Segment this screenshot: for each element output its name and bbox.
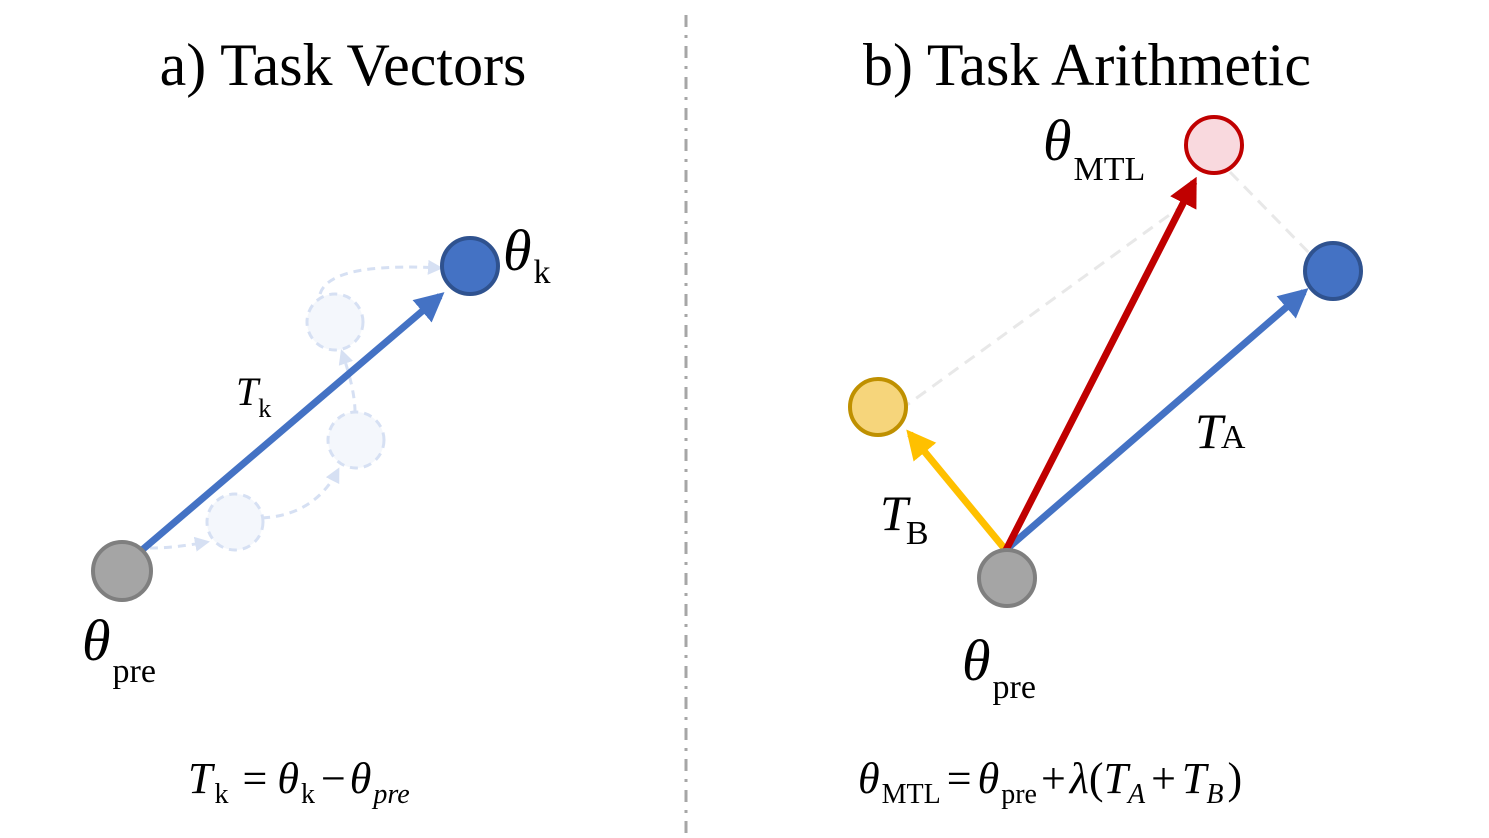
panel-a-title: a) Task Vectors: [160, 32, 527, 98]
vector-tk-label: Tk: [236, 369, 271, 423]
vector-tb-arrow: [906, 429, 1007, 551]
ghost-node: [326, 410, 386, 470]
ghost-path: [338, 349, 357, 413]
theta-pre-node-b: [977, 548, 1037, 608]
ghost-node: [305, 292, 365, 352]
equation-a: Tk = θk −θpre: [188, 754, 410, 810]
equation-b: θMTL = θpre+λ(TA + TB): [858, 754, 1242, 810]
vector-ta-label: TA: [1195, 403, 1246, 459]
vector-ta-arrow: [1005, 288, 1309, 551]
ghost-node: [205, 492, 265, 552]
ghost-path: [149, 536, 210, 552]
theta-pre-label-a: θpre: [82, 608, 156, 690]
ghost-trajectory: [149, 259, 443, 552]
theta-b-node: [848, 377, 908, 437]
theta-k-label: θk: [503, 218, 551, 291]
theta-k-node: [440, 236, 500, 296]
theta-pre-label-b: θpre: [962, 628, 1036, 706]
ghost-path: [318, 259, 443, 295]
theta-mtl-label: θMTL: [1043, 108, 1145, 188]
ghost-path: [261, 467, 340, 520]
parallelogram-edge: [899, 198, 1191, 412]
theta-a-node: [1303, 241, 1363, 301]
panel-b-title: b) Task Arithmetic: [863, 32, 1311, 98]
vector-tmtl-arrow: [1002, 176, 1198, 552]
theta-pre-node: [91, 540, 153, 602]
parallelogram-edge: [1228, 170, 1320, 264]
theta-mtl-node: [1184, 115, 1244, 175]
vector-tb-label: TB: [880, 485, 929, 552]
vector-tk-arrow: [139, 292, 445, 553]
